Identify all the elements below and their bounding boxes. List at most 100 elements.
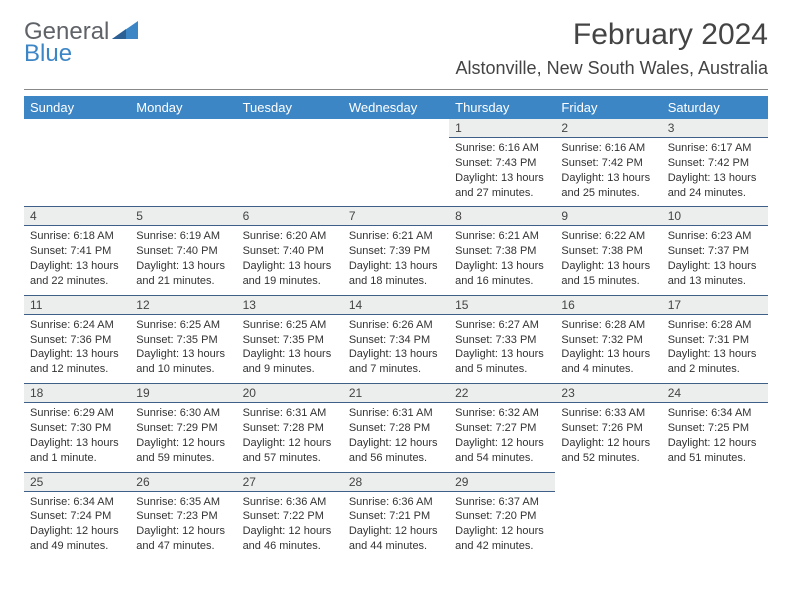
day-number: 26 bbox=[130, 472, 236, 492]
calendar-day-cell: 28Sunrise: 6:36 AMSunset: 7:21 PMDayligh… bbox=[343, 472, 449, 560]
day-number: 15 bbox=[449, 295, 555, 315]
sunset-line: Sunset: 7:29 PM bbox=[136, 421, 230, 436]
day-details: Sunrise: 6:32 AMSunset: 7:27 PMDaylight:… bbox=[449, 403, 555, 471]
calendar-day-cell bbox=[24, 119, 130, 206]
sunrise-line: Sunrise: 6:31 AM bbox=[349, 406, 443, 421]
daylight-line: Daylight: 12 hours and 56 minutes. bbox=[349, 436, 443, 466]
sunrise-line: Sunrise: 6:36 AM bbox=[243, 495, 337, 510]
day-details: Sunrise: 6:25 AMSunset: 7:35 PMDaylight:… bbox=[237, 315, 343, 383]
calendar-day-cell: 9Sunrise: 6:22 AMSunset: 7:38 PMDaylight… bbox=[555, 206, 661, 294]
calendar-day-cell: 11Sunrise: 6:24 AMSunset: 7:36 PMDayligh… bbox=[24, 295, 130, 383]
sunrise-line: Sunrise: 6:16 AM bbox=[561, 141, 655, 156]
day-number: 4 bbox=[24, 206, 130, 226]
calendar-day-cell: 26Sunrise: 6:35 AMSunset: 7:23 PMDayligh… bbox=[130, 472, 236, 560]
day-details: Sunrise: 6:23 AMSunset: 7:37 PMDaylight:… bbox=[662, 226, 768, 294]
sunset-line: Sunset: 7:24 PM bbox=[30, 509, 124, 524]
calendar-day-cell: 5 Sunrise: 6:19 AMSunset: 7:40 PMDaylight… bbox=[130, 206, 236, 294]
weekday-header: Saturday bbox=[662, 96, 768, 119]
sunrise-line: Sunrise: 6:19 AM bbox=[136, 229, 230, 244]
calendar-day-cell bbox=[237, 119, 343, 206]
weekday-header: Monday bbox=[130, 96, 236, 119]
sunset-line: Sunset: 7:39 PM bbox=[349, 244, 443, 259]
calendar-day-cell: 6Sunrise: 6:20 AMSunset: 7:40 PMDaylight… bbox=[237, 206, 343, 294]
day-number: 18 bbox=[24, 383, 130, 403]
calendar-day-cell bbox=[343, 119, 449, 206]
calendar-day-cell: 24Sunrise: 6:34 AMSunset: 7:25 PMDayligh… bbox=[662, 383, 768, 471]
daylight-line: Daylight: 13 hours and 21 minutes. bbox=[136, 259, 230, 289]
day-number: 9 bbox=[555, 206, 661, 226]
sunrise-line: Sunrise: 6:23 AM bbox=[668, 229, 762, 244]
sunrise-line: Sunrise: 6:35 AM bbox=[136, 495, 230, 510]
sunrise-line: Sunrise: 6:26 AM bbox=[349, 318, 443, 333]
day-number: 20 bbox=[237, 383, 343, 403]
calendar-day-cell: 4Sunrise: 6:18 AMSunset: 7:41 PMDaylight… bbox=[24, 206, 130, 294]
sunrise-line: Sunrise: 6:18 AM bbox=[30, 229, 124, 244]
sunrise-line: Sunrise: 6:22 AM bbox=[561, 229, 655, 244]
daylight-line: Daylight: 13 hours and 25 minutes. bbox=[561, 171, 655, 201]
sunset-line: Sunset: 7:25 PM bbox=[668, 421, 762, 436]
calendar-day-cell: 16Sunrise: 6:28 AMSunset: 7:32 PMDayligh… bbox=[555, 295, 661, 383]
day-number: 25 bbox=[24, 472, 130, 492]
day-details: Sunrise: 6:28 AMSunset: 7:31 PMDaylight:… bbox=[662, 315, 768, 383]
calendar-day-cell: 19Sunrise: 6:30 AMSunset: 7:29 PMDayligh… bbox=[130, 383, 236, 471]
sunset-line: Sunset: 7:36 PM bbox=[30, 333, 124, 348]
day-details: Sunrise: 6:22 AMSunset: 7:38 PMDaylight:… bbox=[555, 226, 661, 294]
calendar-day-cell: 8Sunrise: 6:21 AMSunset: 7:38 PMDaylight… bbox=[449, 206, 555, 294]
calendar-week-row: 25Sunrise: 6:34 AMSunset: 7:24 PMDayligh… bbox=[24, 472, 768, 560]
calendar-day-cell: 14Sunrise: 6:26 AMSunset: 7:34 PMDayligh… bbox=[343, 295, 449, 383]
day-details: Sunrise: 6:27 AMSunset: 7:33 PMDaylight:… bbox=[449, 315, 555, 383]
day-details: Sunrise: 6:25 AMSunset: 7:35 PMDaylight:… bbox=[130, 315, 236, 383]
sunset-line: Sunset: 7:40 PM bbox=[136, 244, 230, 259]
daylight-line: Daylight: 12 hours and 44 minutes. bbox=[349, 524, 443, 554]
weekday-header: Friday bbox=[555, 96, 661, 119]
day-details: Sunrise: 6:16 AMSunset: 7:43 PMDaylight:… bbox=[449, 138, 555, 206]
day-number: 13 bbox=[237, 295, 343, 315]
sunset-line: Sunset: 7:43 PM bbox=[455, 156, 549, 171]
day-number: 5 bbox=[130, 206, 236, 226]
sunset-line: Sunset: 7:42 PM bbox=[561, 156, 655, 171]
day-details: Sunrise: 6:24 AMSunset: 7:36 PMDaylight:… bbox=[24, 315, 130, 383]
month-title: February 2024 bbox=[456, 18, 768, 52]
day-number: 1 bbox=[449, 119, 555, 138]
sunset-line: Sunset: 7:21 PM bbox=[349, 509, 443, 524]
calendar-day-cell: 27Sunrise: 6:36 AMSunset: 7:22 PMDayligh… bbox=[237, 472, 343, 560]
daylight-line: Daylight: 12 hours and 59 minutes. bbox=[136, 436, 230, 466]
daylight-line: Daylight: 12 hours and 51 minutes. bbox=[668, 436, 762, 466]
sunrise-line: Sunrise: 6:30 AM bbox=[136, 406, 230, 421]
calendar-day-cell bbox=[130, 119, 236, 206]
calendar-table: Sunday Monday Tuesday Wednesday Thursday… bbox=[24, 96, 768, 560]
sunset-line: Sunset: 7:37 PM bbox=[668, 244, 762, 259]
day-number: 22 bbox=[449, 383, 555, 403]
weekday-header: Sunday bbox=[24, 96, 130, 119]
daylight-line: Daylight: 13 hours and 10 minutes. bbox=[136, 347, 230, 377]
calendar-day-cell: 23Sunrise: 6:33 AMSunset: 7:26 PMDayligh… bbox=[555, 383, 661, 471]
day-details: Sunrise: 6:31 AMSunset: 7:28 PMDaylight:… bbox=[237, 403, 343, 471]
calendar-day-cell: 7Sunrise: 6:21 AMSunset: 7:39 PMDaylight… bbox=[343, 206, 449, 294]
day-number: 10 bbox=[662, 206, 768, 226]
sunset-line: Sunset: 7:40 PM bbox=[243, 244, 337, 259]
day-details: Sunrise: 6:36 AMSunset: 7:21 PMDaylight:… bbox=[343, 492, 449, 560]
sunrise-line: Sunrise: 6:28 AM bbox=[561, 318, 655, 333]
weekday-header: Tuesday bbox=[237, 96, 343, 119]
sunrise-line: Sunrise: 6:25 AM bbox=[136, 318, 230, 333]
sunrise-line: Sunrise: 6:27 AM bbox=[455, 318, 549, 333]
daylight-line: Daylight: 13 hours and 27 minutes. bbox=[455, 171, 549, 201]
daylight-line: Daylight: 13 hours and 1 minute. bbox=[30, 436, 124, 466]
sunrise-line: Sunrise: 6:17 AM bbox=[668, 141, 762, 156]
day-details: Sunrise: 6:31 AMSunset: 7:28 PMDaylight:… bbox=[343, 403, 449, 471]
calendar-day-cell: 25Sunrise: 6:34 AMSunset: 7:24 PMDayligh… bbox=[24, 472, 130, 560]
daylight-line: Daylight: 12 hours and 49 minutes. bbox=[30, 524, 124, 554]
sunrise-line: Sunrise: 6:34 AM bbox=[668, 406, 762, 421]
sunrise-line: Sunrise: 6:24 AM bbox=[30, 318, 124, 333]
sunset-line: Sunset: 7:27 PM bbox=[455, 421, 549, 436]
daylight-line: Daylight: 13 hours and 2 minutes. bbox=[668, 347, 762, 377]
sunset-line: Sunset: 7:38 PM bbox=[455, 244, 549, 259]
sunset-line: Sunset: 7:30 PM bbox=[30, 421, 124, 436]
brand-logo: General Blue bbox=[24, 18, 138, 68]
day-details: Sunrise: 6:37 AMSunset: 7:20 PMDaylight:… bbox=[449, 492, 555, 560]
day-details: Sunrise: 6:21 AMSunset: 7:39 PMDaylight:… bbox=[343, 226, 449, 294]
day-details: Sunrise: 6:34 AMSunset: 7:24 PMDaylight:… bbox=[24, 492, 130, 560]
day-number: 21 bbox=[343, 383, 449, 403]
sunset-line: Sunset: 7:42 PM bbox=[668, 156, 762, 171]
calendar-day-cell: 1Sunrise: 6:16 AMSunset: 7:43 PMDaylight… bbox=[449, 119, 555, 206]
